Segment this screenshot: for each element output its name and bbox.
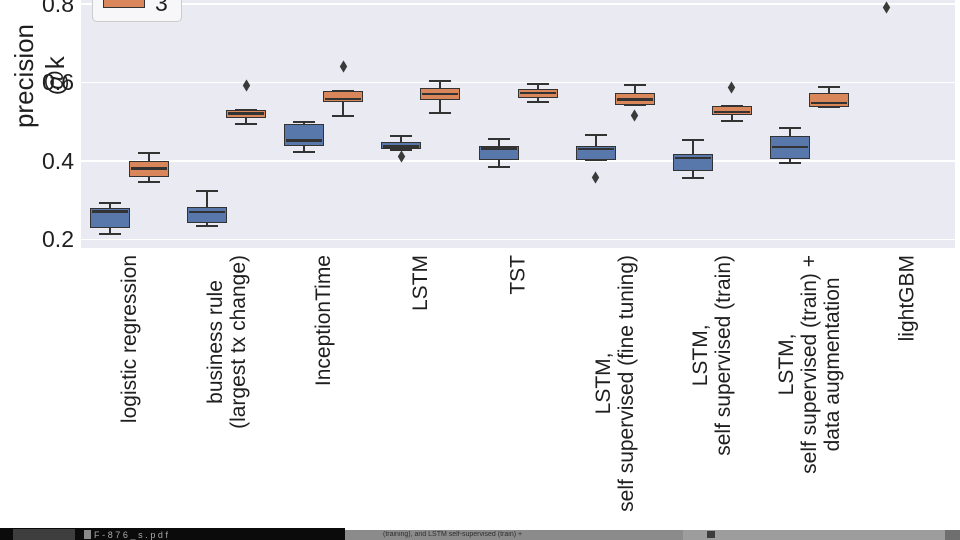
whisker-cap <box>235 123 258 126</box>
pdf-filename: F-876_s.pdf <box>94 529 171 540</box>
x-tick-label-text: TST <box>506 255 530 295</box>
y-tick-label-0.4: 0.4 <box>42 147 74 174</box>
legend-entry-label: 3 <box>155 0 168 16</box>
x-tick-label-text: InceptionTime <box>312 255 336 387</box>
box-orange-cat2 <box>323 91 364 103</box>
median-line <box>131 167 168 170</box>
background-caption-fragment: (training), and LSTM self-supervised (tr… <box>383 531 523 538</box>
gridline-0.4 <box>81 160 955 162</box>
x-tick-label-text: logistic regression <box>118 255 142 424</box>
whisker-stem <box>342 91 345 116</box>
whisker-cap <box>817 85 840 88</box>
median-line <box>189 210 226 214</box>
whisker-cap <box>778 161 801 164</box>
median-line <box>480 147 517 150</box>
whisker-cap <box>99 232 122 235</box>
outlier-diamond <box>630 109 639 122</box>
median-line <box>810 101 847 105</box>
whisker-cap <box>623 84 646 87</box>
whisker-cap <box>332 114 355 117</box>
bottom-bar-dark-segment <box>13 529 75 540</box>
x-tick-label-text: lightGBM <box>894 255 918 342</box>
whisker-cap <box>293 121 316 124</box>
whisker-cap <box>99 201 122 204</box>
whisker-cap <box>681 139 704 142</box>
y-tick-label-0.2: 0.2 <box>42 226 74 253</box>
whisker-cap <box>584 158 607 161</box>
gridline-0.8 <box>81 3 955 5</box>
x-tick-label-text: LSTM, self supervised (fine tuning) <box>592 255 639 512</box>
median-line <box>92 210 129 213</box>
whisker-cap <box>681 177 704 180</box>
y-tick-label-0.6: 0.6 <box>42 69 74 96</box>
whisker-cap <box>720 119 743 122</box>
median-line <box>616 98 653 101</box>
x-tick-label-text: LSTM <box>409 255 433 312</box>
whisker-cap <box>623 103 646 106</box>
whisker-cap <box>487 166 510 169</box>
box-blue-cat1 <box>187 207 228 223</box>
box-orange-cat6 <box>711 105 752 115</box>
x-tick-label-text: LSTM, self supervised (train) <box>689 255 736 456</box>
pdf-file-tab[interactable]: F-876_s.pdf <box>84 529 171 540</box>
box-blue-cat4 <box>478 146 519 160</box>
whisker-cap <box>526 101 549 104</box>
median-line <box>519 91 556 95</box>
outlier-diamond <box>591 171 600 184</box>
whisker-cap <box>138 181 161 184</box>
bottom-scrollbar-track[interactable] <box>345 530 960 540</box>
bottom-bar-right-edge <box>945 530 960 540</box>
plot-area <box>81 0 955 248</box>
gridline-0.2 <box>81 238 955 241</box>
whisker-cap <box>390 134 413 137</box>
document-icon <box>84 530 91 539</box>
median-line <box>713 110 750 114</box>
median-line <box>422 93 459 96</box>
median-line <box>577 147 614 151</box>
y-tick-label-0.8: 0.8 <box>42 0 74 17</box>
x-tick-label-text: business rule (largest tx change) <box>203 255 250 429</box>
median-line <box>674 156 711 159</box>
box-orange-cat7 <box>808 92 849 107</box>
gridline-0.6 <box>81 81 955 84</box>
whisker-cap <box>390 148 413 151</box>
whisker-cap <box>584 134 607 137</box>
median-line <box>383 145 420 148</box>
median-line <box>286 139 323 142</box>
whisker-cap <box>196 225 219 228</box>
whisker-cap <box>429 79 452 82</box>
median-line <box>228 112 265 115</box>
whisker-cap <box>778 127 801 130</box>
whisker-cap <box>526 82 549 85</box>
scrollbar-thumb[interactable] <box>683 530 945 540</box>
median-line <box>325 97 362 101</box>
median-line <box>771 145 808 148</box>
whisker-cap <box>138 152 161 155</box>
whisker-cap <box>487 137 510 140</box>
legend-swatch-orange <box>103 0 145 8</box>
figure-canvas: precision @k 3 0.8 0.6 0.4 0.2 logistic regr… <box>9 0 955 512</box>
whisker-cap <box>817 105 840 108</box>
box-blue-cat2 <box>284 124 325 146</box>
whisker-cap <box>293 150 316 153</box>
outlier-diamond <box>339 60 347 73</box>
whisker-cap <box>196 190 219 193</box>
x-tick-label-text: LSTM, self supervised (train) + data aug… <box>774 255 844 474</box>
background-text-mark <box>707 531 715 538</box>
whisker-cap <box>429 112 452 115</box>
